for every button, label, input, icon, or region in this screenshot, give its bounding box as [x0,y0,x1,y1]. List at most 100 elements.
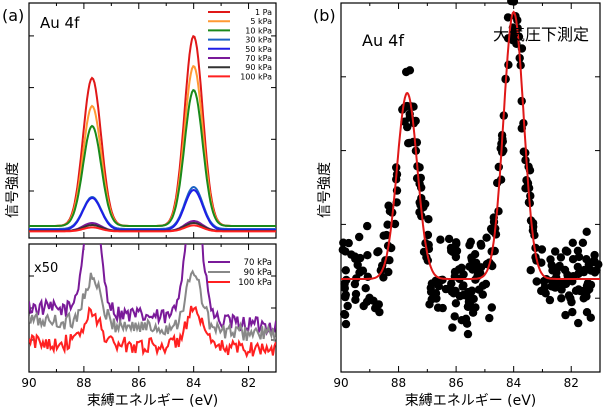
panel-a-bottom-xtick-label-3: 84 [186,376,201,390]
data-point [384,267,393,277]
data-point [384,201,393,210]
panel-b-xtick-label-3: 84 [506,376,521,390]
data-point [466,237,475,246]
data-point [340,279,349,289]
data-point [574,285,583,294]
panel-b-ylabel: 信号強度 [317,162,333,218]
data-point [487,303,496,312]
panel-b-xlabel: 束縛エネルギー (eV) [405,392,537,409]
data-point [504,60,513,69]
data-point [557,285,566,294]
data-point [433,303,443,312]
data-point [582,227,591,236]
data-point [450,312,459,321]
data-point [532,277,541,286]
panel-b-xtick-label-0: 90 [333,376,348,390]
data-point [556,253,566,262]
data-point [573,262,582,272]
data-point [526,266,535,275]
data-point [590,268,600,277]
panel-a-bottom-xtick-label-1: 88 [76,376,91,390]
panel-a-ylabel: 信号強度 [5,162,21,218]
panel-b-xtick-label-2: 86 [448,376,463,390]
legend-label-5: 70 kPa [245,54,272,63]
data-point [424,215,433,224]
data-point [383,220,392,229]
legend-label-7: 100 kPa [240,72,272,81]
data-point [361,284,370,293]
data-point [580,265,589,275]
data-point [351,295,360,304]
data-point [586,313,595,322]
panel-a-bottom-xtick-label-4: 82 [241,376,256,390]
data-point [578,238,588,247]
panel-b-xtick-label-1: 88 [391,376,406,390]
data-point [486,224,496,233]
data-point [390,219,400,229]
data-point [462,319,472,328]
data-point [568,255,578,264]
legend-label-1: 5 kPa [250,17,272,26]
data-point [561,310,570,320]
data-point [363,251,372,260]
x50-legend-label-2: 100 kPa [238,278,272,288]
data-point [448,247,458,257]
data-point [341,319,351,329]
data-point [582,281,592,290]
data-point [356,267,365,276]
panel-a-xlabel: 束縛エネルギー (eV) [87,392,219,409]
panel-a-annotation: Au 4f [40,14,80,32]
data-point [494,162,503,172]
data-point [385,256,394,265]
data-point [551,247,560,256]
data-point [341,266,350,275]
data-point [574,318,583,328]
data-point [526,191,535,201]
data-point [379,273,388,282]
data-point [574,269,583,279]
data-point [431,289,441,298]
panel-b-condition-label: 大気圧下測定 [493,25,589,44]
data-point [467,255,477,265]
data-point [548,266,557,275]
data-point [457,263,466,272]
x50-series-100-kpa [29,305,276,359]
data-point [402,67,411,77]
data-point [463,329,473,339]
data-point [568,238,577,247]
x50-legend-label-0: 70 kPa [244,258,272,268]
data-point [343,301,352,311]
data-point [557,294,566,303]
data-point [537,245,547,254]
series-line-5-kpa [29,64,276,227]
data-point [510,30,519,39]
legend-label-2: 10 kPa [245,26,272,35]
x50-series-90-kpa [29,269,276,343]
x50-series-70-kpa [29,244,276,336]
panel-b-label: (b) [313,6,336,25]
data-point [355,232,364,242]
data-point [340,310,350,319]
data-point [375,307,384,317]
legend-label-4: 50 kPa [245,45,272,54]
series-line-100-kpa [29,224,276,233]
data-point [363,221,372,231]
data-point [474,263,483,272]
data-point [344,238,353,248]
data-point [423,230,433,240]
data-point [567,297,576,307]
data-point [459,281,468,290]
panel-a-top-frame [28,2,277,239]
data-point [528,218,538,228]
x50-legend-label-1: 90 kPa [244,268,272,278]
data-point [452,238,461,247]
data-point [545,295,555,305]
data-point [451,299,461,308]
panel-b-annotation: Au 4f [362,31,404,50]
data-point [582,292,591,301]
data-point [379,231,388,240]
data-point [594,260,603,269]
data-point [537,286,546,296]
data-point [485,313,494,323]
